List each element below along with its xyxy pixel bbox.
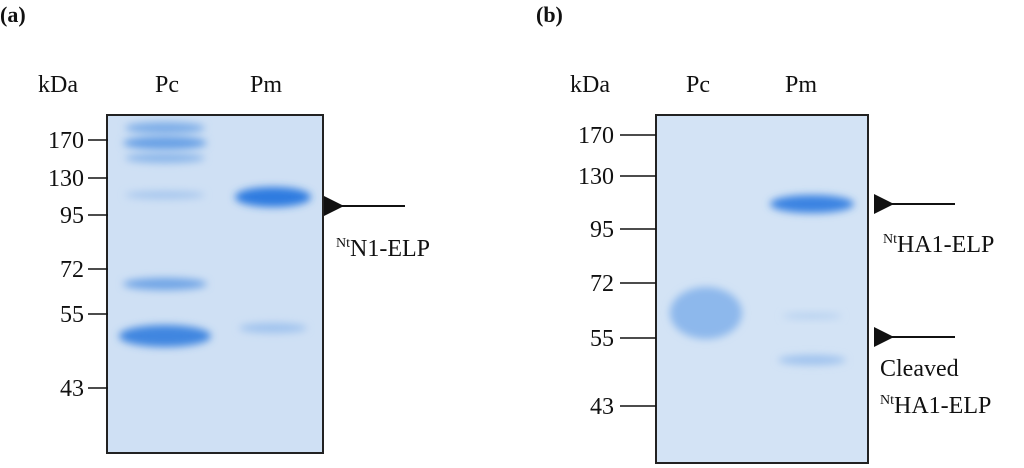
marker-label: 170 — [48, 128, 84, 154]
marker-label: 130 — [578, 164, 614, 190]
gel — [655, 114, 869, 464]
bands — [119, 122, 311, 347]
lane-label: Pc — [686, 72, 710, 98]
lane-label: Pm — [785, 72, 817, 98]
marker-label: 95 — [60, 203, 84, 229]
lane-header: kDa — [38, 72, 78, 98]
marker-label: 170 — [578, 123, 614, 149]
panel-a: (a) kDa Pc Pm 170 130 95 72 55 43 NtN1-E… — [0, 2, 430, 454]
annotation: Cleaved — [880, 356, 959, 382]
bands — [670, 195, 854, 365]
marker-label: 72 — [590, 271, 614, 297]
lane-header: kDa — [570, 72, 610, 98]
marker-label: 55 — [60, 302, 84, 328]
marker-label: 72 — [60, 257, 84, 283]
marker-label: 43 — [590, 394, 614, 420]
annotation: NtN1-ELP — [336, 236, 430, 262]
marker-label: 95 — [590, 217, 614, 243]
annotation: NtHA1-ELP — [880, 393, 991, 419]
lane-label: Pc — [155, 72, 179, 98]
marker-label: 43 — [60, 376, 84, 402]
marker-label: 130 — [48, 166, 84, 192]
marker-label: 55 — [590, 326, 614, 352]
panel-label: (a) — [0, 2, 26, 27]
panel-label: (b) — [536, 2, 563, 27]
panel-b: (b) kDa Pc Pm 170 130 95 72 55 43 NtHA1-… — [536, 2, 994, 464]
lane-label: Pm — [250, 72, 282, 98]
annotation: NtHA1-ELP — [883, 232, 994, 258]
